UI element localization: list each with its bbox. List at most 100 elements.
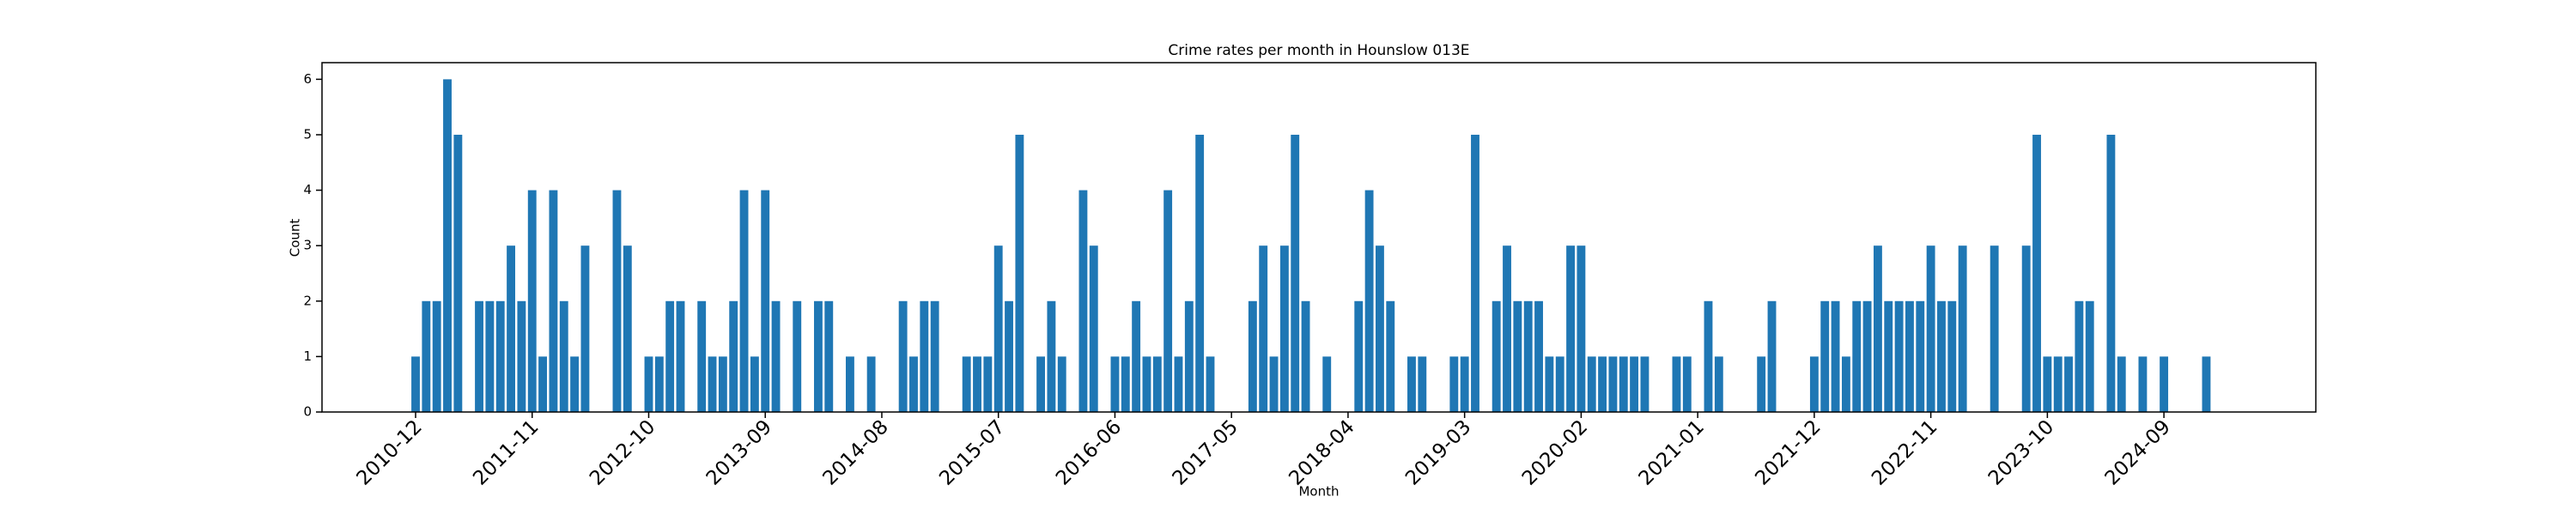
bar xyxy=(654,356,664,412)
bar xyxy=(920,300,929,412)
bar xyxy=(962,356,971,412)
bar xyxy=(1916,300,1925,412)
x-tick-label: 2015-07 xyxy=(935,415,1009,489)
x-tick-label: 2010-12 xyxy=(352,415,426,489)
bar xyxy=(750,356,759,412)
bar xyxy=(2075,300,2084,412)
x-tick-label: 2018-04 xyxy=(1285,415,1358,489)
bar xyxy=(1852,300,1862,412)
bar xyxy=(1386,300,1395,412)
bar xyxy=(983,356,993,412)
bar xyxy=(1862,300,1872,412)
x-tick-label: 2019-03 xyxy=(1401,415,1475,489)
bar xyxy=(1301,300,1310,412)
bar xyxy=(1958,245,1967,412)
x-tick-label: 2012-10 xyxy=(586,415,659,489)
bar xyxy=(1089,245,1098,412)
x-tick-label: 2024-09 xyxy=(2101,415,2175,489)
y-axis-label: Count xyxy=(288,219,303,258)
bar xyxy=(1047,300,1056,412)
bar xyxy=(1947,300,1957,412)
y-tick-label: 1 xyxy=(303,348,312,364)
bar xyxy=(1555,356,1564,412)
bar xyxy=(993,245,1003,412)
bar xyxy=(411,356,420,412)
bar xyxy=(2202,356,2211,412)
bar xyxy=(708,356,717,412)
bar xyxy=(612,190,622,413)
x-tick-label: 2020-02 xyxy=(1518,415,1592,489)
x-tick-label: 2021-01 xyxy=(1635,415,1709,489)
bar xyxy=(570,356,580,412)
bar xyxy=(1598,356,1607,412)
bar xyxy=(973,356,981,412)
bar xyxy=(1630,356,1639,412)
bar xyxy=(1078,190,1088,413)
bar xyxy=(1534,300,1543,412)
bar xyxy=(2064,356,2073,412)
bar xyxy=(443,79,452,412)
bar xyxy=(2032,134,2041,412)
x-tick-label: 2013-09 xyxy=(702,415,776,489)
bar xyxy=(1460,356,1469,412)
bar xyxy=(1163,190,1173,413)
bar xyxy=(1926,245,1935,412)
x-tick-label: 2014-08 xyxy=(818,415,892,489)
x-axis-label: Month xyxy=(1298,484,1339,500)
bar xyxy=(1492,300,1501,412)
bar xyxy=(1364,190,1374,413)
bar xyxy=(793,300,802,412)
bar xyxy=(1873,245,1882,412)
bar xyxy=(1704,300,1713,412)
bar xyxy=(1322,356,1332,412)
bar xyxy=(676,300,685,412)
bar xyxy=(1376,245,1384,412)
y-tick-label: 0 xyxy=(303,404,312,420)
x-tick-label: 2011-11 xyxy=(469,415,543,489)
bar xyxy=(1831,300,1840,412)
bar xyxy=(1015,134,1024,412)
bar xyxy=(1407,356,1416,412)
bar xyxy=(665,300,675,412)
bar xyxy=(771,300,781,412)
bar xyxy=(1132,300,1141,412)
bar xyxy=(432,300,441,412)
bar xyxy=(1354,300,1364,412)
bar xyxy=(1545,356,1554,412)
bar xyxy=(1195,134,1205,412)
bar xyxy=(2117,356,2126,412)
bar xyxy=(538,356,548,412)
bar xyxy=(2138,356,2148,412)
bar xyxy=(846,356,854,412)
bar xyxy=(761,190,770,413)
bar xyxy=(1471,134,1479,412)
bar xyxy=(2021,245,2031,412)
bar xyxy=(1937,300,1946,412)
bar xyxy=(1894,300,1904,412)
bar xyxy=(1757,356,1766,412)
bar xyxy=(1990,245,1999,412)
bar xyxy=(718,356,727,412)
bar xyxy=(644,356,653,412)
y-tick-label: 4 xyxy=(303,182,312,197)
chart-title: Crime rates per month in Hounslow 013E xyxy=(1168,42,1469,59)
bar xyxy=(485,300,495,412)
bar xyxy=(1005,300,1013,412)
bar xyxy=(1809,356,1819,412)
plot-frame xyxy=(321,62,2317,413)
bar xyxy=(1640,356,1649,412)
x-tick-label: 2017-05 xyxy=(1169,415,1242,489)
bar xyxy=(697,300,707,412)
bar xyxy=(1714,356,1723,412)
bar xyxy=(1184,300,1194,412)
bar xyxy=(549,190,558,413)
bar xyxy=(1587,356,1596,412)
bar xyxy=(580,245,590,412)
bar xyxy=(1523,300,1533,412)
bar xyxy=(1884,300,1893,412)
bar xyxy=(623,245,632,412)
bar xyxy=(813,300,823,412)
bar xyxy=(1503,245,1511,412)
bar xyxy=(1905,300,1914,412)
